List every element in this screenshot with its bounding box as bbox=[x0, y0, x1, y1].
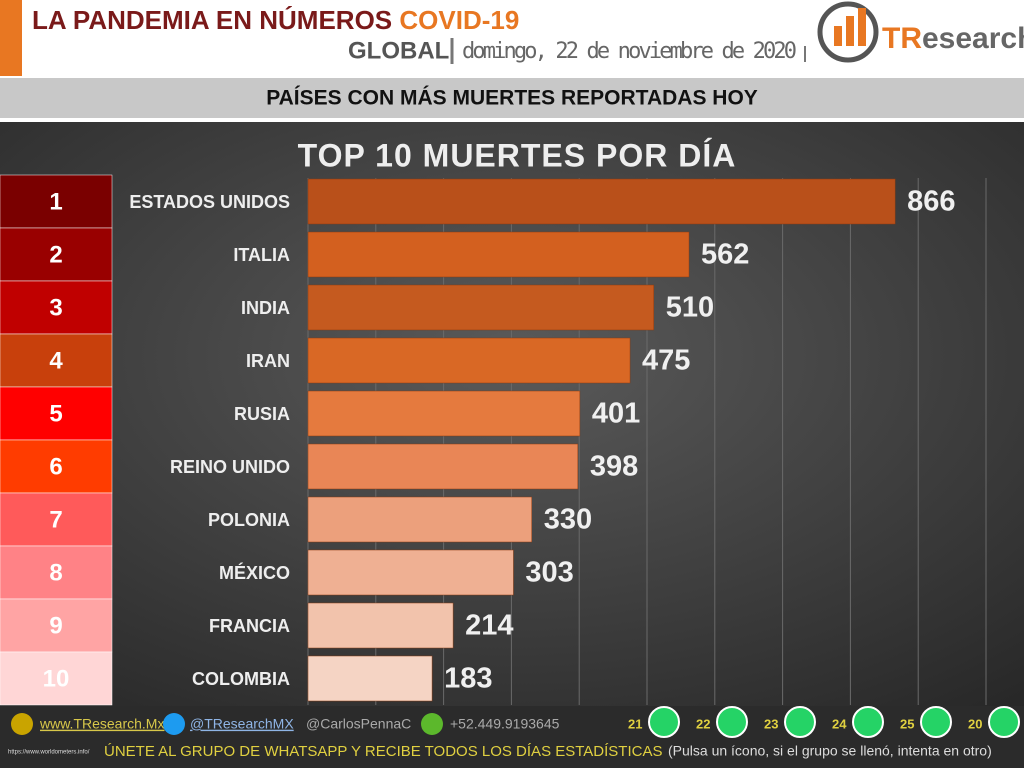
category-label: ITALIA bbox=[233, 245, 290, 265]
whatsapp-icon[interactable] bbox=[852, 706, 884, 738]
group-number: 22 bbox=[696, 716, 710, 731]
group-number: 25 bbox=[900, 716, 914, 731]
category-label: ESTADOS UNIDOS bbox=[129, 192, 290, 212]
rank: 8 bbox=[49, 559, 62, 586]
rank: 4 bbox=[49, 347, 63, 374]
groups: 21 22 23 24 25 20 bbox=[628, 706, 1020, 738]
logo-prefix: TR bbox=[882, 22, 922, 55]
group-number: 21 bbox=[628, 716, 642, 731]
logo-suffix: esearch bbox=[922, 22, 1024, 55]
scope: GLOBAL bbox=[348, 37, 449, 64]
twitter-icon bbox=[163, 713, 185, 735]
category-label: INDIA bbox=[241, 298, 290, 318]
category-label: MÉXICO bbox=[219, 562, 290, 583]
logo-bar bbox=[834, 26, 842, 46]
logo-bar bbox=[858, 8, 866, 46]
header-title: LA PANDEMIA EN NÚMEROS COVID-19 bbox=[32, 5, 519, 35]
subtitle-bar bbox=[0, 78, 1024, 118]
logo: TResearch bbox=[882, 22, 1024, 55]
rank-cell bbox=[0, 492, 113, 547]
date: domingo, 22 de noviembre de 2020 bbox=[462, 39, 797, 64]
rank: 7 bbox=[49, 506, 62, 533]
value-label: 866 bbox=[907, 186, 955, 218]
twitter2[interactable]: @CarlosPennaC bbox=[306, 716, 411, 732]
bar bbox=[307, 655, 433, 702]
whatsapp-icon[interactable] bbox=[648, 706, 680, 738]
value-label: 398 bbox=[590, 451, 638, 483]
category-label: COLOMBIA bbox=[192, 669, 290, 689]
whatsapp-icon[interactable] bbox=[716, 706, 748, 738]
note: (Pulsa un ícono, si el grupo se llenó, i… bbox=[668, 743, 992, 759]
bar bbox=[307, 231, 690, 278]
header-stripe bbox=[0, 0, 22, 76]
bar bbox=[307, 549, 514, 596]
rank-cell bbox=[0, 598, 113, 653]
bar bbox=[307, 602, 454, 649]
website[interactable]: www.TResearch.Mx bbox=[39, 716, 164, 732]
category-label: IRAN bbox=[246, 351, 290, 371]
value-label: 562 bbox=[701, 239, 749, 271]
title-main: LA PANDEMIA EN NÚMEROS bbox=[32, 5, 392, 35]
category-label: REINO UNIDO bbox=[170, 457, 290, 477]
rank-cell bbox=[0, 227, 113, 282]
rank-cell bbox=[0, 651, 113, 706]
rank: 9 bbox=[49, 612, 62, 639]
value-label: 214 bbox=[465, 610, 513, 642]
rank-cell bbox=[0, 386, 113, 441]
title-highlight: COVID-19 bbox=[399, 5, 519, 35]
rank: 6 bbox=[49, 453, 62, 480]
logo-bar bbox=[846, 16, 854, 46]
bar bbox=[307, 284, 655, 331]
category-label: FRANCIA bbox=[209, 616, 290, 636]
whatsapp-icon[interactable] bbox=[784, 706, 816, 738]
rank-cell bbox=[0, 439, 113, 494]
rank-cell bbox=[0, 174, 113, 229]
call: ÚNETE AL GRUPO DE WHATSAPP Y RECIBE TODO… bbox=[104, 743, 662, 760]
bar bbox=[307, 178, 896, 225]
phone: +52.449.9193645 bbox=[450, 716, 560, 732]
category-label: POLONIA bbox=[208, 510, 290, 530]
rank: 10 bbox=[43, 665, 70, 692]
bar bbox=[307, 390, 581, 437]
logo-ring bbox=[817, 1, 879, 63]
subtitle: PAÍSES CON MÁS MUERTES REPORTADAS HOY bbox=[266, 87, 758, 110]
category-label: RUSIA bbox=[234, 404, 290, 424]
twitter[interactable]: @TResearchMX bbox=[190, 716, 294, 732]
value-label: 183 bbox=[444, 663, 492, 695]
group-number: 24 bbox=[832, 716, 847, 731]
web-icon bbox=[11, 713, 33, 735]
value-label: 401 bbox=[592, 398, 640, 430]
rank-cell bbox=[0, 545, 113, 600]
group-number: 20 bbox=[968, 716, 982, 731]
phone-icon bbox=[421, 713, 443, 735]
source: https://www.worldometers.info/ bbox=[8, 750, 90, 756]
value-label: 303 bbox=[525, 557, 573, 589]
value-label: 510 bbox=[666, 292, 714, 324]
chart-title: TOP 10 MUERTES POR DÍA bbox=[298, 137, 737, 173]
value-label: 330 bbox=[544, 504, 592, 536]
value-label: 475 bbox=[642, 345, 690, 377]
bar bbox=[307, 337, 631, 384]
rank: 5 bbox=[49, 400, 62, 427]
bar bbox=[307, 443, 579, 490]
whatsapp-icon[interactable] bbox=[988, 706, 1020, 738]
rank: 3 bbox=[49, 294, 62, 321]
group-number: 23 bbox=[764, 716, 778, 731]
bar bbox=[307, 496, 532, 543]
rank: 2 bbox=[49, 241, 62, 268]
whatsapp-icon[interactable] bbox=[920, 706, 952, 738]
rank: 1 bbox=[49, 188, 62, 215]
rank-cell bbox=[0, 280, 113, 335]
